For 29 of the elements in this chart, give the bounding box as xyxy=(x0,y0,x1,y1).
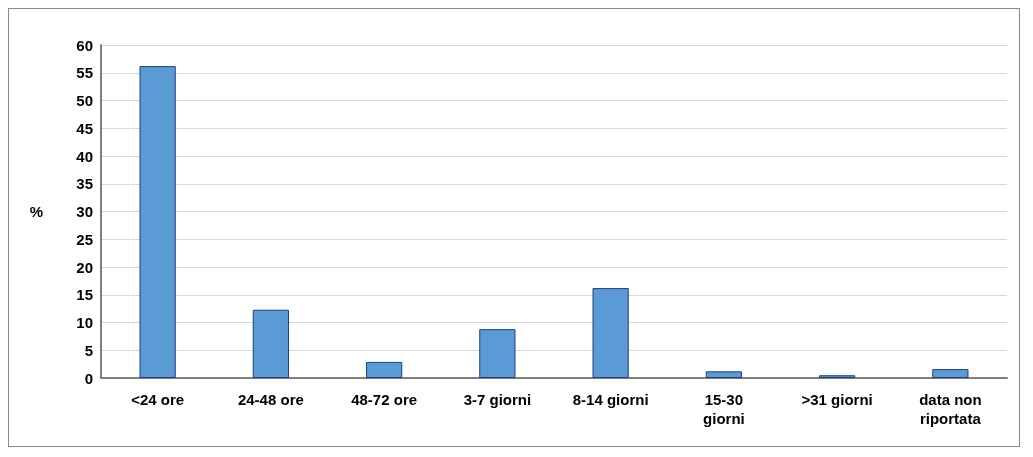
y-tick-label: 30 xyxy=(76,203,93,220)
x-tick-label: 15-30 giorni xyxy=(703,391,745,427)
x-tick-label: 8-14 giorni xyxy=(572,391,649,408)
x-tick-label: 3-7 giorni xyxy=(463,391,532,408)
y-tick-label: 35 xyxy=(76,175,93,193)
x-tick-label: 24-48 ore xyxy=(237,391,304,408)
bar xyxy=(479,329,516,378)
y-tick-label: 60 xyxy=(76,36,93,54)
y-tick-label: 20 xyxy=(76,258,93,276)
x-tick-label: <24 ore xyxy=(131,391,185,408)
y-tick-label: 40 xyxy=(76,147,93,165)
y-tick-label: 50 xyxy=(76,92,93,109)
bar xyxy=(932,369,969,378)
bar xyxy=(252,309,289,378)
bar xyxy=(139,66,176,378)
y-axis-title: % xyxy=(29,203,43,220)
y-tick-label: 15 xyxy=(76,286,93,304)
bar xyxy=(705,371,742,378)
x-tick-label: 48-72 ore xyxy=(351,391,418,408)
y-tick-label: 45 xyxy=(76,119,93,137)
y-tick-label: 10 xyxy=(76,314,93,331)
y-tick-label: 5 xyxy=(84,341,93,359)
bar xyxy=(592,288,629,378)
y-tick-label: 0 xyxy=(84,369,93,387)
y-tick-label: 55 xyxy=(76,64,93,82)
bar xyxy=(366,361,403,378)
x-tick-label: data non riportata xyxy=(919,391,982,427)
y-tick-label: 25 xyxy=(76,230,93,248)
x-tick-label: >31 giorni xyxy=(801,391,873,408)
